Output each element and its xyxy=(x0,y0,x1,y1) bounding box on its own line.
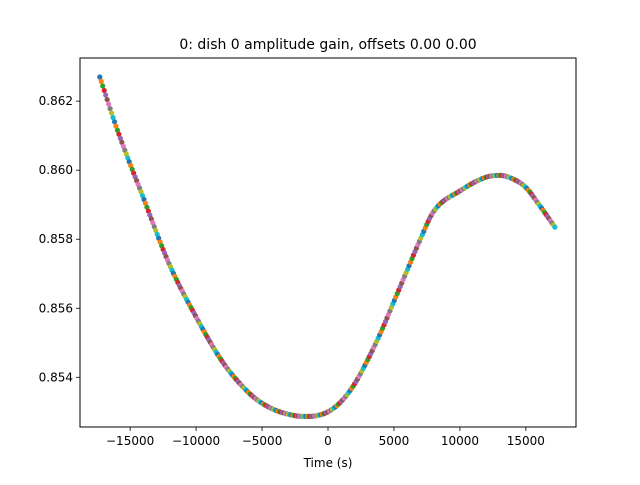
scatter-point xyxy=(110,114,116,121)
scatter-point xyxy=(113,123,119,129)
scatter-point xyxy=(106,101,112,107)
x-tick-label: 15000 xyxy=(507,434,545,448)
scatter-point xyxy=(104,96,110,103)
scatter-point xyxy=(101,87,107,94)
scatter-point xyxy=(103,92,109,98)
scatter-point xyxy=(111,119,118,125)
chart-title: 0: dish 0 amplitude gain, offsets 0.00 0… xyxy=(179,37,476,53)
x-axis-label: Time (s) xyxy=(303,456,353,470)
scatter-points xyxy=(97,74,558,420)
scatter-point xyxy=(98,78,104,85)
scatter-point xyxy=(552,224,558,230)
y-tick-label: 0.862 xyxy=(39,94,73,108)
scatter-point xyxy=(108,110,115,116)
x-tick-label: −10000 xyxy=(172,434,220,448)
scatter-point xyxy=(107,106,113,112)
axis-ticks: −15000 −10000 −5000 0 5000 10000 15000 0.854 0.8… xyxy=(39,94,545,448)
scatter-point xyxy=(116,131,122,137)
scatter-point xyxy=(119,139,125,145)
y-tick-label: 0.856 xyxy=(39,301,73,315)
scatter-point xyxy=(97,74,103,80)
y-tick-label: 0.858 xyxy=(39,232,73,246)
x-tick-label: 5000 xyxy=(379,434,410,448)
x-tick-label: 0 xyxy=(324,434,332,448)
scatter-point xyxy=(120,143,126,149)
scatter-point xyxy=(117,135,124,141)
x-tick-label: −15000 xyxy=(106,434,154,448)
scatter-point xyxy=(145,208,151,214)
y-tick-label: 0.860 xyxy=(39,163,73,177)
x-tick-label: 10000 xyxy=(441,434,479,448)
x-tick-label: −5000 xyxy=(242,434,283,448)
scatter-point xyxy=(148,216,154,222)
scatter-point xyxy=(114,127,121,133)
scatter-point xyxy=(147,212,153,218)
y-tick-label: 0.854 xyxy=(39,370,73,384)
scatter-point xyxy=(100,83,106,89)
